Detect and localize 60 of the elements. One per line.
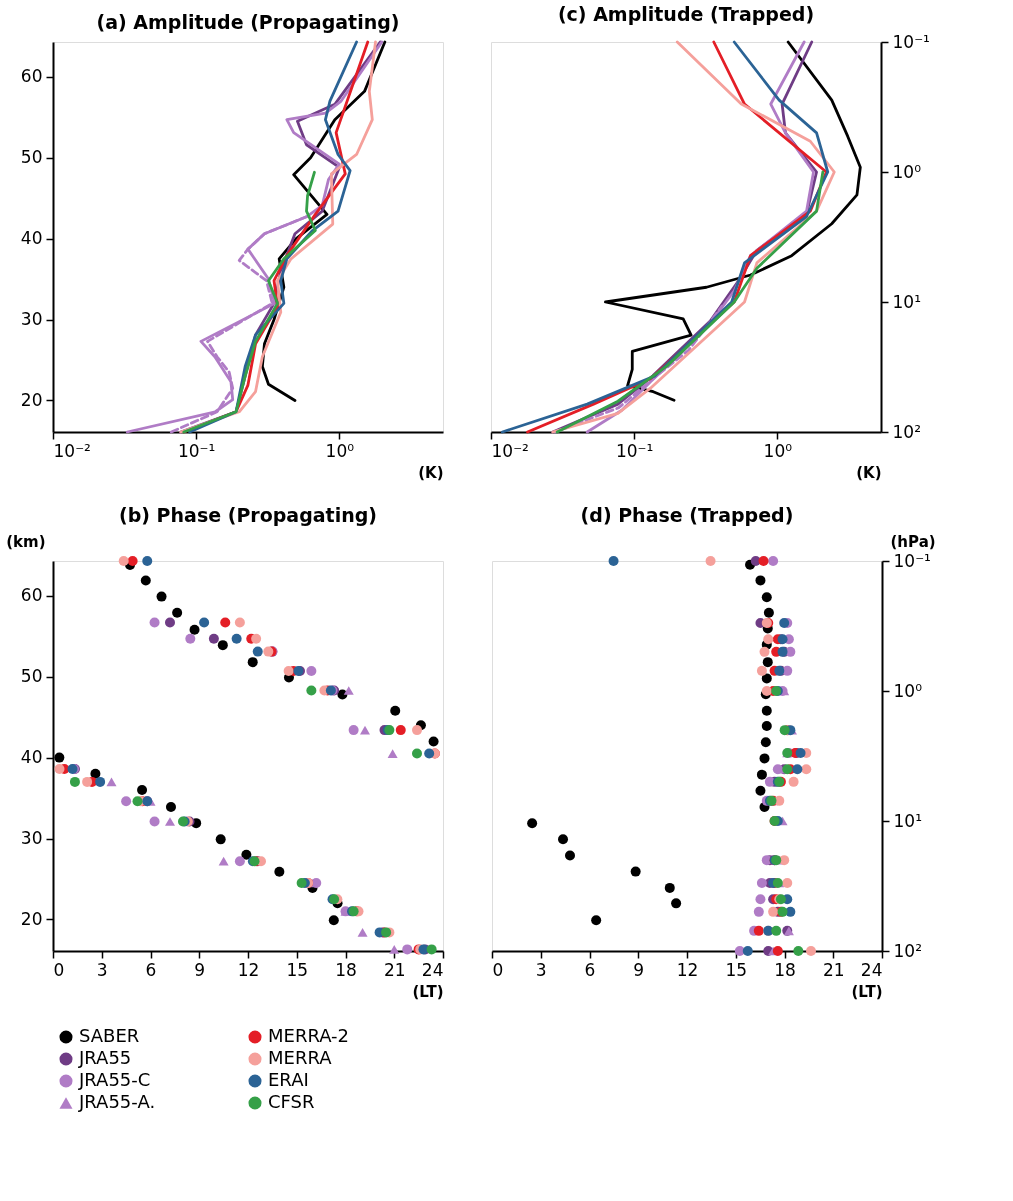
x-tick-label: 10⁻¹ <box>177 440 216 461</box>
x-tick-label: 10⁻² <box>53 440 91 461</box>
y-tick-label: 10² <box>892 421 921 442</box>
chart-title: (c) Amplitude (Trapped) <box>557 3 815 25</box>
legend-label: JRA55-C <box>78 1069 151 1090</box>
x-tick-label: 6 <box>584 959 596 980</box>
x-tick-label: 18 <box>774 959 796 980</box>
x-axis-title: (LT) <box>412 982 444 1001</box>
x-tick-label: 10⁰ <box>763 440 793 461</box>
x-tick-label: 24 <box>421 959 444 980</box>
x-tick-label: 6 <box>145 959 157 980</box>
x-tick-label: 9 <box>194 959 206 980</box>
y-tick-label: 40 <box>20 228 43 249</box>
legend-label: JRA55-A. <box>78 1091 156 1112</box>
y-tick-label: 60 <box>20 585 43 606</box>
y-tick-label: 60 <box>20 66 43 87</box>
y-tick-label: 10¹ <box>892 291 921 312</box>
x-tick-label: 10⁰ <box>325 440 355 461</box>
y-tick-label: 40 <box>20 747 43 768</box>
y-tick-label: 10⁻¹ <box>892 31 930 52</box>
x-axis-title: (K) <box>856 463 882 482</box>
x-tick-label: 10⁻² <box>491 440 529 461</box>
x-tick-label: 18 <box>335 959 357 980</box>
x-tick-label: 24 <box>860 959 883 980</box>
legend-label: MERRA-2 <box>268 1025 350 1046</box>
x-tick-label: 0 <box>492 959 504 980</box>
legend-label: CFSR <box>268 1091 315 1112</box>
y-tick-label: 10² <box>893 940 922 961</box>
x-tick-label: 12 <box>237 959 260 980</box>
y-axis-title: (hPa) <box>890 532 936 551</box>
legend-label: MERRA <box>268 1047 333 1068</box>
chart-title: (b) Phase (Propagating) <box>119 504 377 526</box>
y-tick-label: 30 <box>20 828 43 849</box>
legend-label: JRA55 <box>78 1047 132 1068</box>
x-axis-title: (K) <box>418 463 444 482</box>
y-tick-label: 50 <box>20 147 43 168</box>
chart-title: (a) Amplitude (Propagating) <box>96 10 400 33</box>
x-tick-label: 3 <box>96 959 108 980</box>
legend-label: SABER <box>79 1025 140 1046</box>
x-tick-label: 9 <box>633 959 645 980</box>
legend-label: ERAI <box>268 1069 309 1090</box>
y-tick-label: 10¹ <box>893 810 922 831</box>
y-tick-label: 20 <box>20 908 43 929</box>
y-tick-label: 50 <box>20 666 43 687</box>
y-tick-label: 10⁰ <box>893 680 923 701</box>
x-tick-label: 21 <box>822 959 845 980</box>
x-tick-label: 0 <box>53 959 65 980</box>
x-tick-label: 3 <box>535 959 547 980</box>
y-axis-title: (km) <box>6 532 46 551</box>
chart-title: (d) Phase (Trapped) <box>580 504 794 526</box>
x-tick-label: 10⁻¹ <box>615 440 654 461</box>
x-tick-label: 15 <box>286 959 309 980</box>
y-tick-label: 10⁻¹ <box>893 550 931 571</box>
x-tick-label: 12 <box>676 959 699 980</box>
y-tick-label: 30 <box>20 309 43 330</box>
x-tick-label: 21 <box>383 959 406 980</box>
y-tick-label: 10⁰ <box>892 161 922 182</box>
x-axis-title: (LT) <box>851 982 883 1001</box>
x-tick-label: 15 <box>725 959 748 980</box>
y-tick-label: 20 <box>20 389 43 410</box>
